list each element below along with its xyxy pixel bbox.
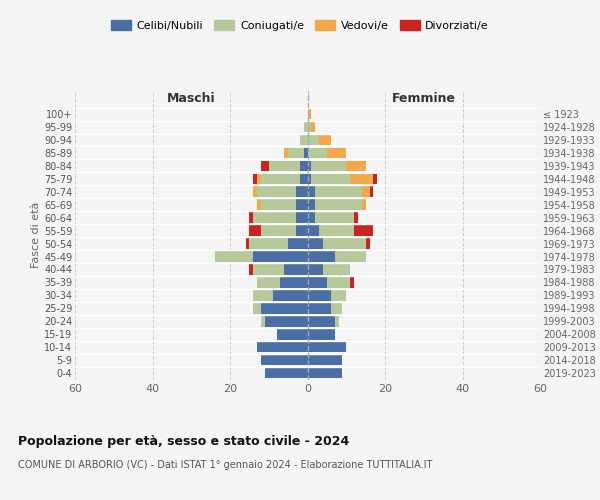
Bar xyxy=(250,226,261,236)
Bar xyxy=(257,200,261,210)
Bar xyxy=(308,264,323,275)
Bar xyxy=(308,342,346,352)
Bar xyxy=(300,134,308,145)
Bar xyxy=(308,238,323,249)
Bar xyxy=(331,290,346,300)
Bar xyxy=(261,226,296,236)
Bar xyxy=(346,160,365,171)
Bar xyxy=(253,290,272,300)
Bar xyxy=(354,212,358,223)
Bar xyxy=(304,148,308,158)
Bar xyxy=(308,226,319,236)
Bar xyxy=(308,200,315,210)
Bar xyxy=(284,264,308,275)
Text: Maschi: Maschi xyxy=(167,92,215,105)
Bar xyxy=(288,148,304,158)
Bar xyxy=(257,174,261,184)
Bar xyxy=(304,122,308,132)
Bar xyxy=(362,186,370,197)
Bar xyxy=(257,277,280,287)
Bar xyxy=(323,264,350,275)
Bar xyxy=(308,109,311,120)
Bar xyxy=(308,212,315,223)
Bar xyxy=(253,212,296,223)
Bar xyxy=(350,174,373,184)
Bar xyxy=(284,148,288,158)
Bar xyxy=(257,342,308,352)
Bar xyxy=(311,160,346,171)
Bar xyxy=(269,160,300,171)
Bar xyxy=(265,368,308,378)
Bar xyxy=(253,174,257,184)
Bar xyxy=(296,212,308,223)
Bar xyxy=(253,303,261,314)
Bar xyxy=(277,329,308,340)
Bar xyxy=(308,277,327,287)
Bar xyxy=(311,122,315,132)
Text: Femmine: Femmine xyxy=(392,92,456,105)
Bar xyxy=(308,122,311,132)
Bar xyxy=(250,212,253,223)
Bar xyxy=(315,212,354,223)
Bar xyxy=(308,160,311,171)
Text: COMUNE DI ARBORIO (VC) - Dati ISTAT 1° gennaio 2024 - Elaborazione TUTTITALIA.IT: COMUNE DI ARBORIO (VC) - Dati ISTAT 1° g… xyxy=(18,460,433,470)
Bar xyxy=(253,186,257,197)
Legend: Celibi/Nubili, Coniugati/e, Vedovi/e, Divorziati/e: Celibi/Nubili, Coniugati/e, Vedovi/e, Di… xyxy=(107,16,493,35)
Bar xyxy=(323,238,365,249)
Bar xyxy=(250,238,288,249)
Bar xyxy=(308,186,315,197)
Bar xyxy=(308,303,331,314)
Bar xyxy=(253,264,284,275)
Bar xyxy=(354,226,373,236)
Bar xyxy=(362,200,365,210)
Bar xyxy=(288,238,308,249)
Bar xyxy=(308,134,319,145)
Bar xyxy=(257,186,296,197)
Bar xyxy=(308,174,311,184)
Bar xyxy=(350,277,354,287)
Bar xyxy=(315,200,362,210)
Bar xyxy=(261,200,296,210)
Bar xyxy=(308,329,335,340)
Bar xyxy=(296,226,308,236)
Bar xyxy=(300,174,308,184)
Bar xyxy=(272,290,308,300)
Text: Popolazione per età, sesso e stato civile - 2024: Popolazione per età, sesso e stato civil… xyxy=(18,435,349,448)
Bar xyxy=(315,186,362,197)
Bar xyxy=(365,238,370,249)
Bar xyxy=(319,226,354,236)
Bar xyxy=(253,251,308,262)
Bar xyxy=(331,303,343,314)
Bar xyxy=(308,355,343,366)
Y-axis label: Fasce di età: Fasce di età xyxy=(31,202,41,268)
Bar xyxy=(311,174,350,184)
Bar xyxy=(308,290,331,300)
Bar xyxy=(319,134,331,145)
Bar xyxy=(308,251,335,262)
Bar xyxy=(296,186,308,197)
Bar xyxy=(300,160,308,171)
Bar xyxy=(261,355,308,366)
Bar xyxy=(215,251,253,262)
Bar xyxy=(335,251,365,262)
Bar xyxy=(370,186,373,197)
Bar xyxy=(335,316,338,326)
Bar xyxy=(250,264,253,275)
Bar xyxy=(327,277,350,287)
Bar xyxy=(245,238,250,249)
Bar xyxy=(265,316,308,326)
Bar xyxy=(373,174,377,184)
Bar xyxy=(261,303,308,314)
Bar xyxy=(308,316,335,326)
Bar xyxy=(261,174,300,184)
Bar xyxy=(327,148,346,158)
Bar xyxy=(308,368,343,378)
Bar xyxy=(296,200,308,210)
Bar xyxy=(308,148,327,158)
Bar xyxy=(261,160,269,171)
Bar xyxy=(280,277,308,287)
Bar xyxy=(261,316,265,326)
